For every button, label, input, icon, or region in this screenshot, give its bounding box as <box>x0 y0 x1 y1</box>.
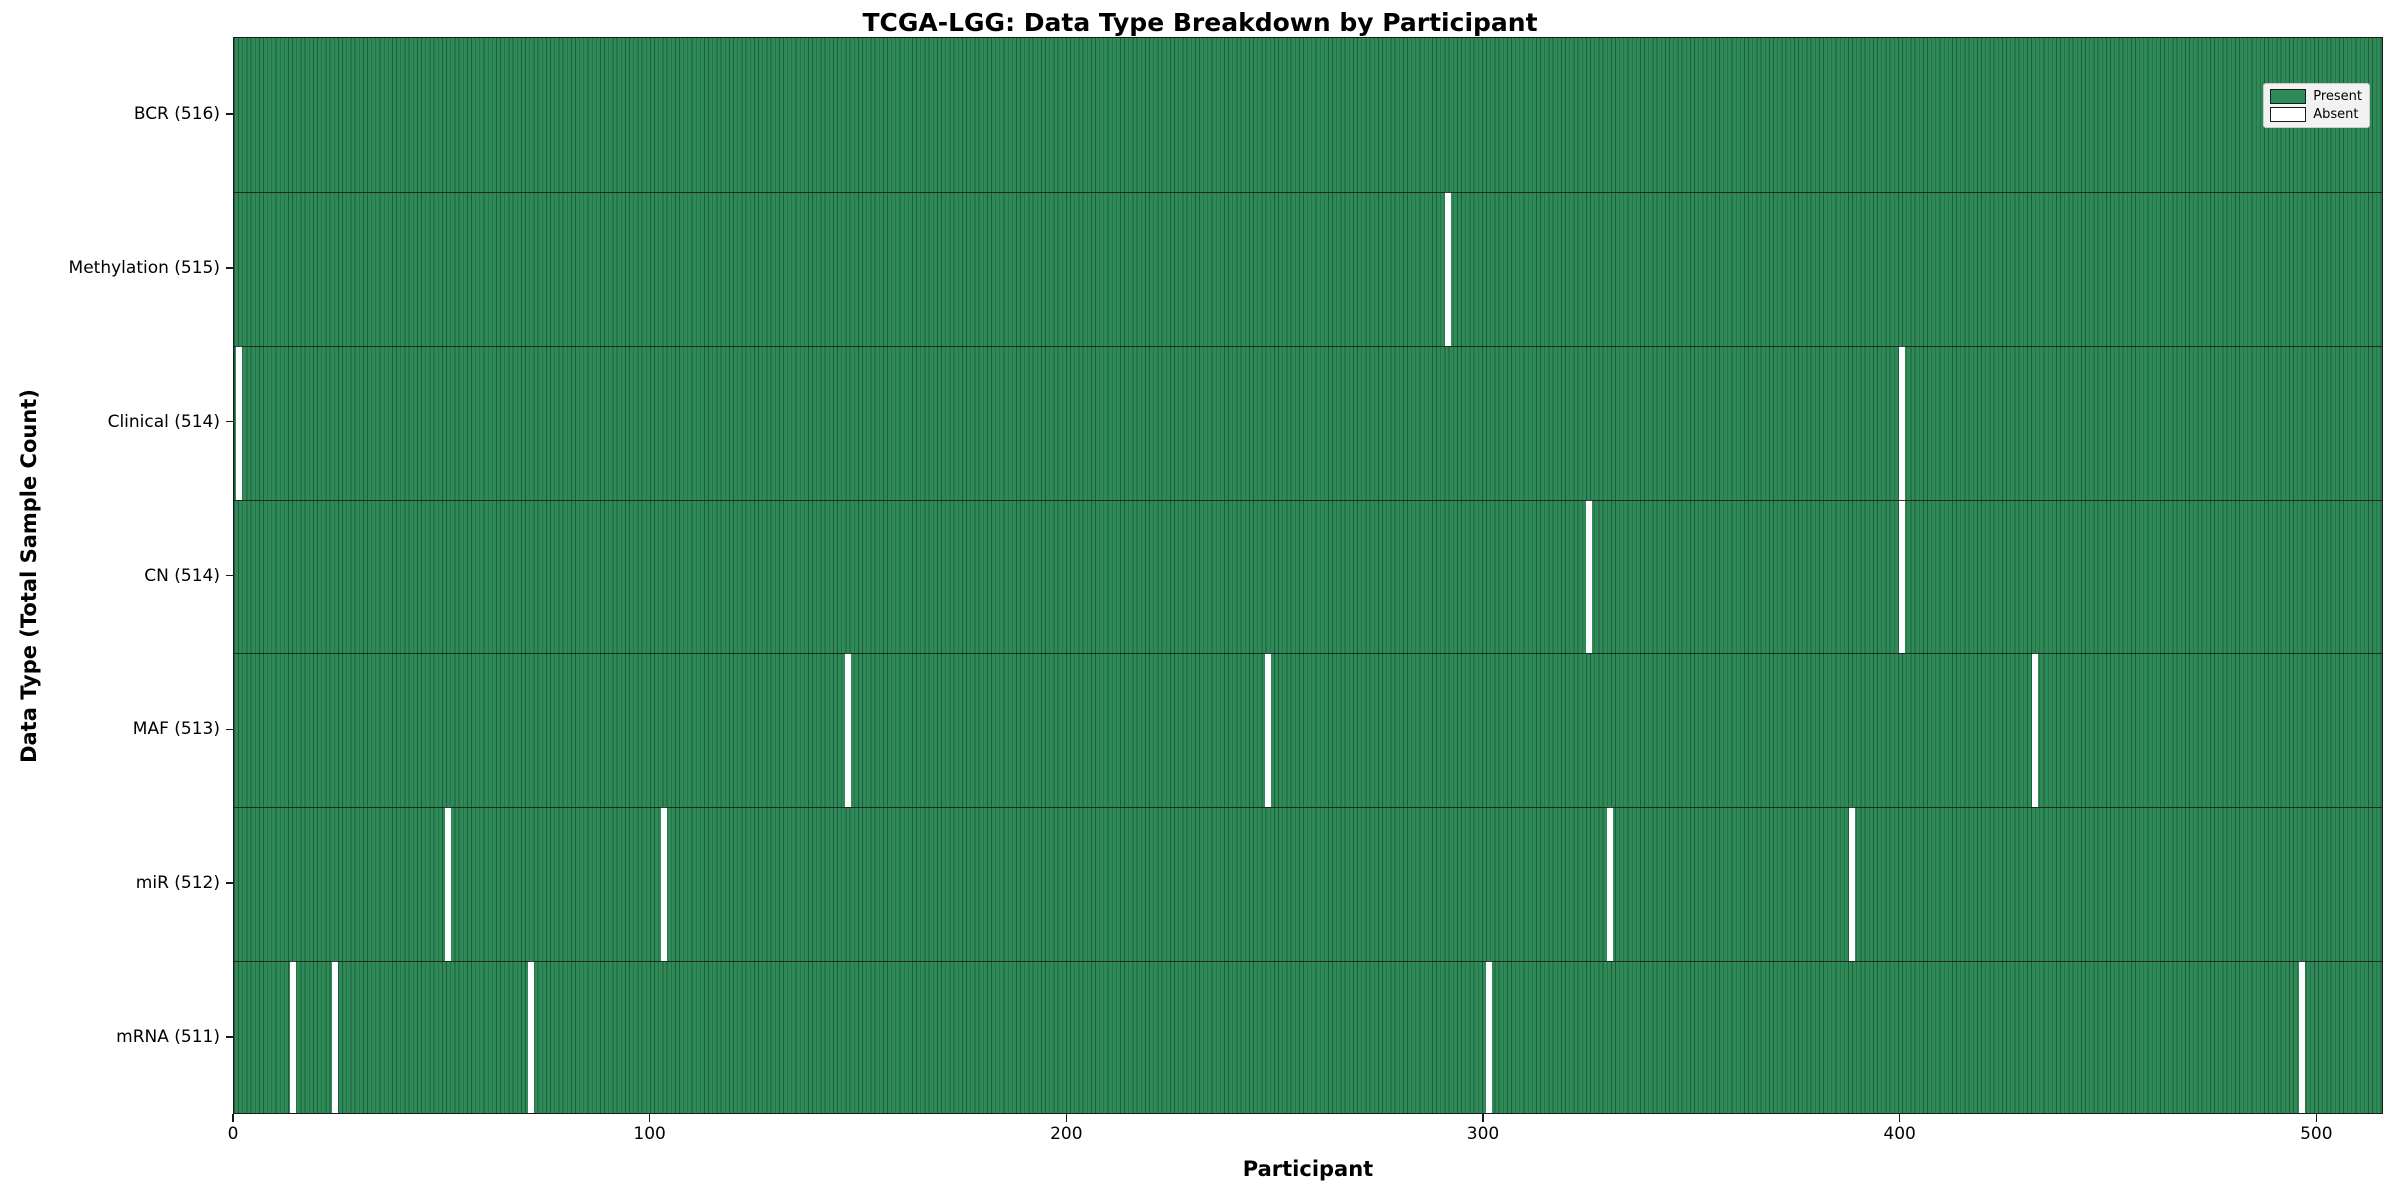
absent-cell <box>1607 807 1614 962</box>
x-tick-label: 100 <box>633 1124 666 1144</box>
plot-area[interactable]: Present Absent <box>233 37 2383 1114</box>
legend-label: Present <box>2313 89 2362 104</box>
heatmap-row <box>234 191 2382 346</box>
legend-swatch-icon <box>2270 89 2307 104</box>
y-tick-label: BCR (516) <box>133 103 220 124</box>
heatmap-row <box>234 38 2382 192</box>
legend-label: Absent <box>2313 107 2359 122</box>
row-divider <box>234 499 2382 501</box>
legend-item[interactable]: Present <box>2270 89 2362 104</box>
absent-cell <box>1848 807 1855 962</box>
x-tick-mark <box>1898 1114 1901 1122</box>
y-tick-mark <box>226 266 233 269</box>
absent-cell <box>332 961 339 1113</box>
y-tick-label: Clinical (514) <box>107 411 220 432</box>
absent-cell <box>844 653 851 808</box>
row-present-band <box>234 807 2382 962</box>
absent-cell <box>1898 499 1905 654</box>
row-divider <box>234 653 2382 655</box>
absent-cell <box>661 807 668 962</box>
legend-swatch-icon <box>2270 107 2307 122</box>
heatmap-row <box>234 653 2382 808</box>
row-present-band <box>234 38 2382 192</box>
absent-cell <box>290 961 297 1113</box>
y-tick-label: MAF (513) <box>132 719 220 740</box>
heatmap-row <box>234 499 2382 654</box>
row-divider <box>234 961 2382 963</box>
y-tick-mark <box>226 1036 233 1038</box>
absent-cell <box>2032 653 2039 808</box>
absent-cell <box>1586 499 1593 654</box>
x-tick-mark <box>1482 1114 1484 1122</box>
y-tick-mark <box>226 574 233 577</box>
y-tick-mark <box>226 882 233 884</box>
absent-cell <box>2298 961 2305 1113</box>
x-tick-mark <box>648 1114 651 1122</box>
row-divider <box>234 807 2382 809</box>
row-present-band <box>234 345 2382 500</box>
y-tick-label: Methylation (515) <box>68 257 220 278</box>
absent-cell <box>1898 345 1905 500</box>
absent-cell <box>1444 191 1451 346</box>
legend[interactable]: Present Absent <box>2263 83 2370 128</box>
row-present-band <box>234 499 2382 654</box>
x-axis-label: Participant <box>1242 1157 1374 1181</box>
row-present-band <box>234 653 2382 808</box>
legend-item[interactable]: Absent <box>2270 107 2362 122</box>
x-tick-label: 0 <box>227 1124 239 1144</box>
heatmap-row <box>234 807 2382 962</box>
y-tick-mark <box>226 113 233 115</box>
x-tick-label: 400 <box>1883 1124 1916 1144</box>
absent-cell <box>527 961 534 1113</box>
row-present-band <box>234 961 2382 1113</box>
y-tick-label: miR (512) <box>135 873 220 894</box>
y-tick-label: mRNA (511) <box>116 1027 220 1048</box>
x-tick-mark <box>1065 1114 1068 1122</box>
x-tick-mark <box>2315 1114 2318 1122</box>
x-tick-mark <box>232 1114 234 1122</box>
page-title: TCGA-LGG: Data Type Breakdown by Partici… <box>862 8 1538 37</box>
absent-cell <box>1265 653 1272 808</box>
heatmap-row <box>234 961 2382 1113</box>
absent-cell <box>444 807 451 962</box>
absent-cell <box>236 345 243 500</box>
y-tick-mark <box>226 728 233 731</box>
x-tick-label: 500 <box>2300 1124 2333 1144</box>
row-present-band <box>234 191 2382 346</box>
x-tick-label: 300 <box>1466 1124 1500 1144</box>
x-tick-label: 200 <box>1050 1124 1083 1144</box>
y-tick-mark <box>226 420 233 423</box>
row-divider <box>234 345 2382 347</box>
heatmap-row <box>234 345 2382 500</box>
y-tick-label: CN (514) <box>144 565 220 586</box>
absent-cell <box>1486 961 1493 1113</box>
row-divider <box>234 191 2382 193</box>
